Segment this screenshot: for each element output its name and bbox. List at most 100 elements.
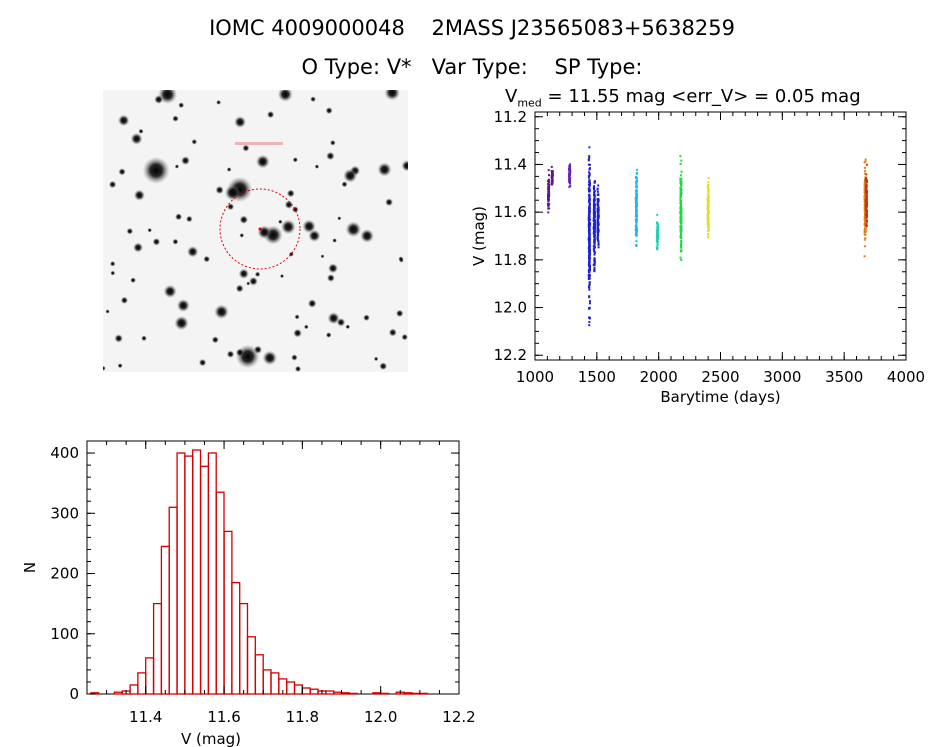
data-point	[568, 169, 571, 172]
data-point	[593, 210, 596, 213]
star	[266, 110, 275, 119]
data-point	[596, 237, 599, 240]
data-point	[706, 186, 709, 189]
data-point	[707, 206, 710, 209]
data-point	[863, 245, 866, 248]
data-point	[587, 238, 590, 241]
data-point	[588, 179, 591, 182]
data-point	[593, 261, 596, 264]
y-tick-label: 11.6	[494, 203, 527, 221]
data-point	[597, 199, 600, 202]
data-point	[588, 244, 591, 247]
star	[133, 242, 144, 253]
data-point	[865, 196, 868, 199]
data-point	[863, 218, 866, 221]
data-point	[635, 230, 638, 233]
data-point	[548, 191, 551, 193]
data-point	[594, 203, 596, 206]
data-point	[863, 223, 866, 226]
data-point	[636, 204, 638, 207]
x-tick-label: 1500	[578, 368, 616, 386]
y-tick-label: 0	[69, 685, 79, 703]
data-point	[635, 200, 638, 202]
data-point	[569, 163, 571, 166]
data-point	[597, 223, 600, 226]
data-point	[679, 225, 682, 228]
star	[385, 198, 394, 207]
data-point	[707, 194, 710, 197]
data-point	[593, 233, 596, 235]
aperture-circle-icon	[219, 188, 301, 270]
data-point	[588, 286, 591, 289]
data-point	[588, 181, 591, 184]
data-point	[680, 239, 683, 242]
histogram-bar	[145, 657, 155, 695]
histogram-bar	[160, 545, 170, 695]
star	[126, 227, 134, 235]
data-point	[588, 265, 591, 268]
data-point	[548, 183, 551, 186]
data-point	[680, 212, 683, 215]
data-point	[864, 227, 867, 229]
data-point	[707, 188, 710, 191]
star	[163, 284, 177, 298]
star	[175, 213, 183, 221]
y-tick-label: 11.2	[494, 108, 527, 126]
data-point	[707, 227, 710, 230]
star	[176, 299, 190, 312]
x-tick-label: 3000	[763, 368, 801, 386]
star	[215, 185, 224, 195]
data-point	[597, 242, 600, 245]
data-point	[636, 168, 638, 171]
data-point	[866, 220, 868, 223]
data-point	[866, 219, 868, 222]
data-point	[680, 185, 683, 188]
data-point	[680, 208, 683, 211]
data-point	[588, 207, 591, 210]
star	[279, 274, 285, 279]
data-point	[589, 302, 591, 305]
object-types: O Type: V* Var Type: SP Type:	[301, 55, 643, 79]
star	[181, 156, 190, 166]
data-point	[597, 211, 600, 214]
data-point	[635, 191, 638, 194]
star	[191, 138, 198, 145]
data-point	[589, 203, 591, 206]
histogram-bar	[309, 688, 319, 695]
data-point	[593, 196, 596, 199]
data-point	[568, 166, 571, 169]
data-point	[656, 235, 658, 238]
data-point	[587, 278, 590, 280]
star	[345, 324, 351, 330]
data-point	[707, 196, 710, 199]
y-tick-label: 200	[50, 565, 79, 583]
data-point	[587, 236, 590, 239]
y-tick-label: 12.2	[494, 346, 527, 364]
data-point	[588, 262, 591, 265]
histogram-bar	[403, 692, 413, 695]
data-point	[707, 232, 709, 235]
data-point	[707, 223, 710, 226]
data-point	[679, 219, 682, 222]
star	[138, 128, 144, 134]
data-point	[588, 215, 591, 218]
data-point	[656, 233, 659, 236]
star	[147, 227, 152, 233]
page-title: IOMC 4009000048 2MASS J23565083+5638259	[209, 16, 735, 40]
data-point	[547, 193, 550, 196]
data-point	[679, 236, 682, 239]
data-point	[588, 172, 591, 175]
star	[398, 256, 404, 262]
star	[294, 365, 302, 372]
data-point	[864, 230, 867, 233]
data-point	[680, 221, 683, 224]
data-point	[706, 181, 709, 184]
histogram-bar	[270, 672, 280, 695]
data-point	[679, 209, 682, 212]
histogram-bar	[184, 455, 194, 695]
data-point	[865, 186, 868, 189]
star	[118, 168, 126, 176]
data-point	[593, 192, 596, 195]
data-point	[596, 221, 599, 224]
data-point	[707, 205, 710, 208]
